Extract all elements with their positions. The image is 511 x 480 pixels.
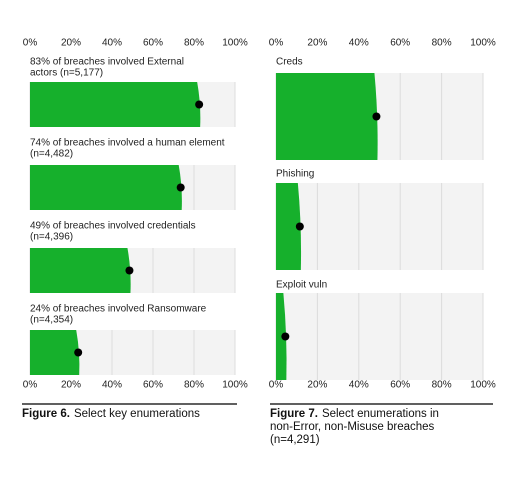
bar — [276, 183, 302, 270]
bar — [30, 165, 182, 210]
x-tick-label: 40% — [102, 380, 122, 391]
bar — [276, 73, 378, 160]
x-tick-label: 100% — [470, 380, 496, 391]
x-tick-label: 0% — [23, 38, 38, 49]
value-dot — [176, 183, 185, 192]
caption-text: Select key enumerations — [74, 408, 200, 420]
x-tick-label: 0% — [269, 38, 284, 49]
x-tick-label: 20% — [307, 380, 327, 391]
category-label: actors (n=5,177) — [30, 68, 103, 79]
figure-caption: Figure 7. Select enumerations in — [270, 408, 439, 420]
x-tick-label: 20% — [61, 380, 81, 391]
value-dot — [125, 266, 134, 275]
category-label: 49% of breaches involved credentials — [30, 221, 196, 232]
x-tick-label: 80% — [432, 38, 452, 49]
x-tick-label: 0% — [269, 380, 284, 391]
category-label: Creds — [276, 57, 303, 68]
caption-text: Select enumerations in — [322, 408, 439, 420]
x-tick-label: 60% — [143, 38, 163, 49]
caption-text: non-Error, non-Misuse breaches — [270, 421, 435, 433]
figure-caption: Figure 6. Select key enumerations — [22, 408, 200, 420]
value-dot — [281, 332, 290, 341]
x-tick-label: 0% — [23, 380, 38, 391]
x-tick-label: 80% — [184, 38, 204, 49]
category-label: 83% of breaches involved External — [30, 57, 184, 68]
x-tick-label: 40% — [349, 380, 369, 391]
figure-label: Figure 7. — [270, 408, 318, 420]
category-label: (n=4,482) — [30, 149, 73, 160]
x-tick-label: 100% — [222, 38, 248, 49]
category-label: Exploit vuln — [276, 280, 327, 291]
value-dot — [74, 348, 83, 357]
caption-text: (n=4,291) — [270, 434, 320, 446]
x-tick-label: 20% — [307, 38, 327, 49]
bar — [30, 248, 131, 293]
category-label: 24% of breaches involved Ransomware — [30, 304, 207, 315]
x-tick-label: 60% — [390, 380, 410, 391]
bar — [30, 82, 201, 127]
category-label: (n=4,354) — [30, 315, 73, 326]
category-label: 74% of breaches involved a human element — [30, 138, 225, 149]
category-label: (n=4,396) — [30, 232, 73, 243]
x-tick-label: 60% — [143, 380, 163, 391]
x-tick-label: 100% — [222, 380, 248, 391]
x-tick-label: 80% — [432, 380, 452, 391]
figure-label: Figure 6. — [22, 408, 70, 420]
bar — [276, 293, 287, 380]
bar-background — [276, 183, 483, 270]
x-tick-label: 60% — [390, 38, 410, 49]
bar-background — [276, 293, 483, 380]
x-tick-label: 40% — [349, 38, 369, 49]
x-tick-label: 80% — [184, 380, 204, 391]
value-dot — [295, 222, 304, 231]
x-tick-label: 20% — [61, 38, 81, 49]
value-dot — [195, 100, 204, 109]
x-tick-label: 40% — [102, 38, 122, 49]
category-label: Phishing — [276, 169, 314, 180]
bar — [30, 330, 80, 375]
value-dot — [372, 112, 381, 121]
x-tick-label: 100% — [470, 38, 496, 49]
